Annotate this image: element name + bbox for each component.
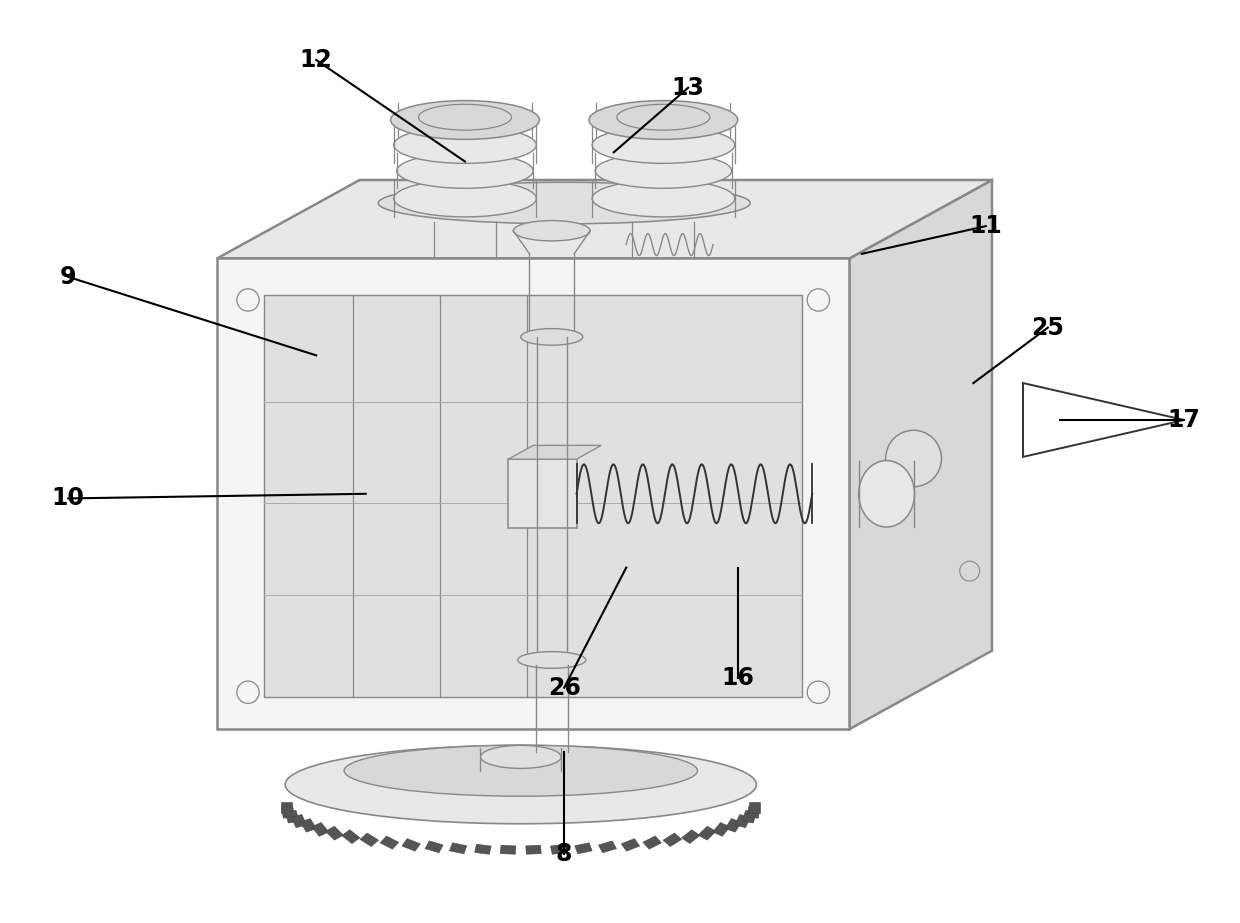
- Polygon shape: [526, 845, 541, 854]
- Ellipse shape: [521, 329, 583, 345]
- Text: 11: 11: [970, 214, 1002, 238]
- Ellipse shape: [343, 745, 697, 797]
- Polygon shape: [698, 826, 717, 840]
- Polygon shape: [425, 841, 443, 853]
- Ellipse shape: [394, 180, 536, 217]
- Text: 17: 17: [1168, 408, 1200, 432]
- Polygon shape: [663, 833, 682, 846]
- Polygon shape: [621, 839, 640, 851]
- Polygon shape: [291, 814, 306, 828]
- Polygon shape: [311, 822, 329, 836]
- Polygon shape: [475, 845, 491, 855]
- Text: 13: 13: [672, 76, 704, 100]
- Text: 9: 9: [60, 265, 77, 289]
- Polygon shape: [285, 810, 299, 823]
- Ellipse shape: [593, 126, 734, 163]
- Ellipse shape: [391, 101, 539, 139]
- Ellipse shape: [589, 101, 738, 139]
- Polygon shape: [743, 810, 756, 823]
- Polygon shape: [508, 459, 577, 528]
- Polygon shape: [264, 295, 802, 697]
- Polygon shape: [300, 819, 316, 833]
- Ellipse shape: [285, 746, 756, 824]
- Ellipse shape: [593, 180, 734, 217]
- Ellipse shape: [595, 153, 732, 188]
- Polygon shape: [217, 180, 992, 258]
- Text: 16: 16: [722, 666, 754, 690]
- Polygon shape: [735, 814, 750, 828]
- Polygon shape: [281, 802, 293, 813]
- Text: 26: 26: [548, 676, 580, 700]
- Ellipse shape: [885, 430, 941, 486]
- Ellipse shape: [394, 126, 536, 163]
- Polygon shape: [508, 445, 601, 459]
- Polygon shape: [360, 833, 378, 846]
- Polygon shape: [599, 841, 616, 853]
- Ellipse shape: [378, 182, 750, 224]
- Polygon shape: [642, 836, 661, 849]
- Polygon shape: [725, 819, 742, 833]
- Polygon shape: [575, 843, 591, 854]
- Ellipse shape: [858, 461, 915, 527]
- Text: 8: 8: [556, 842, 573, 866]
- Polygon shape: [501, 845, 516, 854]
- Polygon shape: [281, 806, 294, 818]
- Polygon shape: [217, 258, 849, 729]
- Polygon shape: [713, 822, 730, 836]
- Polygon shape: [551, 845, 567, 855]
- Ellipse shape: [513, 221, 590, 241]
- Polygon shape: [682, 830, 699, 844]
- Ellipse shape: [397, 153, 533, 188]
- Polygon shape: [381, 836, 399, 849]
- Polygon shape: [749, 802, 760, 813]
- Ellipse shape: [596, 103, 730, 137]
- Text: 10: 10: [52, 486, 84, 510]
- Polygon shape: [450, 843, 466, 854]
- Polygon shape: [325, 826, 343, 840]
- Text: 12: 12: [300, 48, 332, 72]
- Ellipse shape: [398, 103, 532, 137]
- Text: 25: 25: [1032, 316, 1064, 340]
- Polygon shape: [748, 806, 760, 818]
- Ellipse shape: [517, 652, 587, 668]
- Ellipse shape: [480, 746, 560, 768]
- Polygon shape: [342, 830, 360, 844]
- Polygon shape: [849, 180, 992, 729]
- Polygon shape: [402, 839, 420, 851]
